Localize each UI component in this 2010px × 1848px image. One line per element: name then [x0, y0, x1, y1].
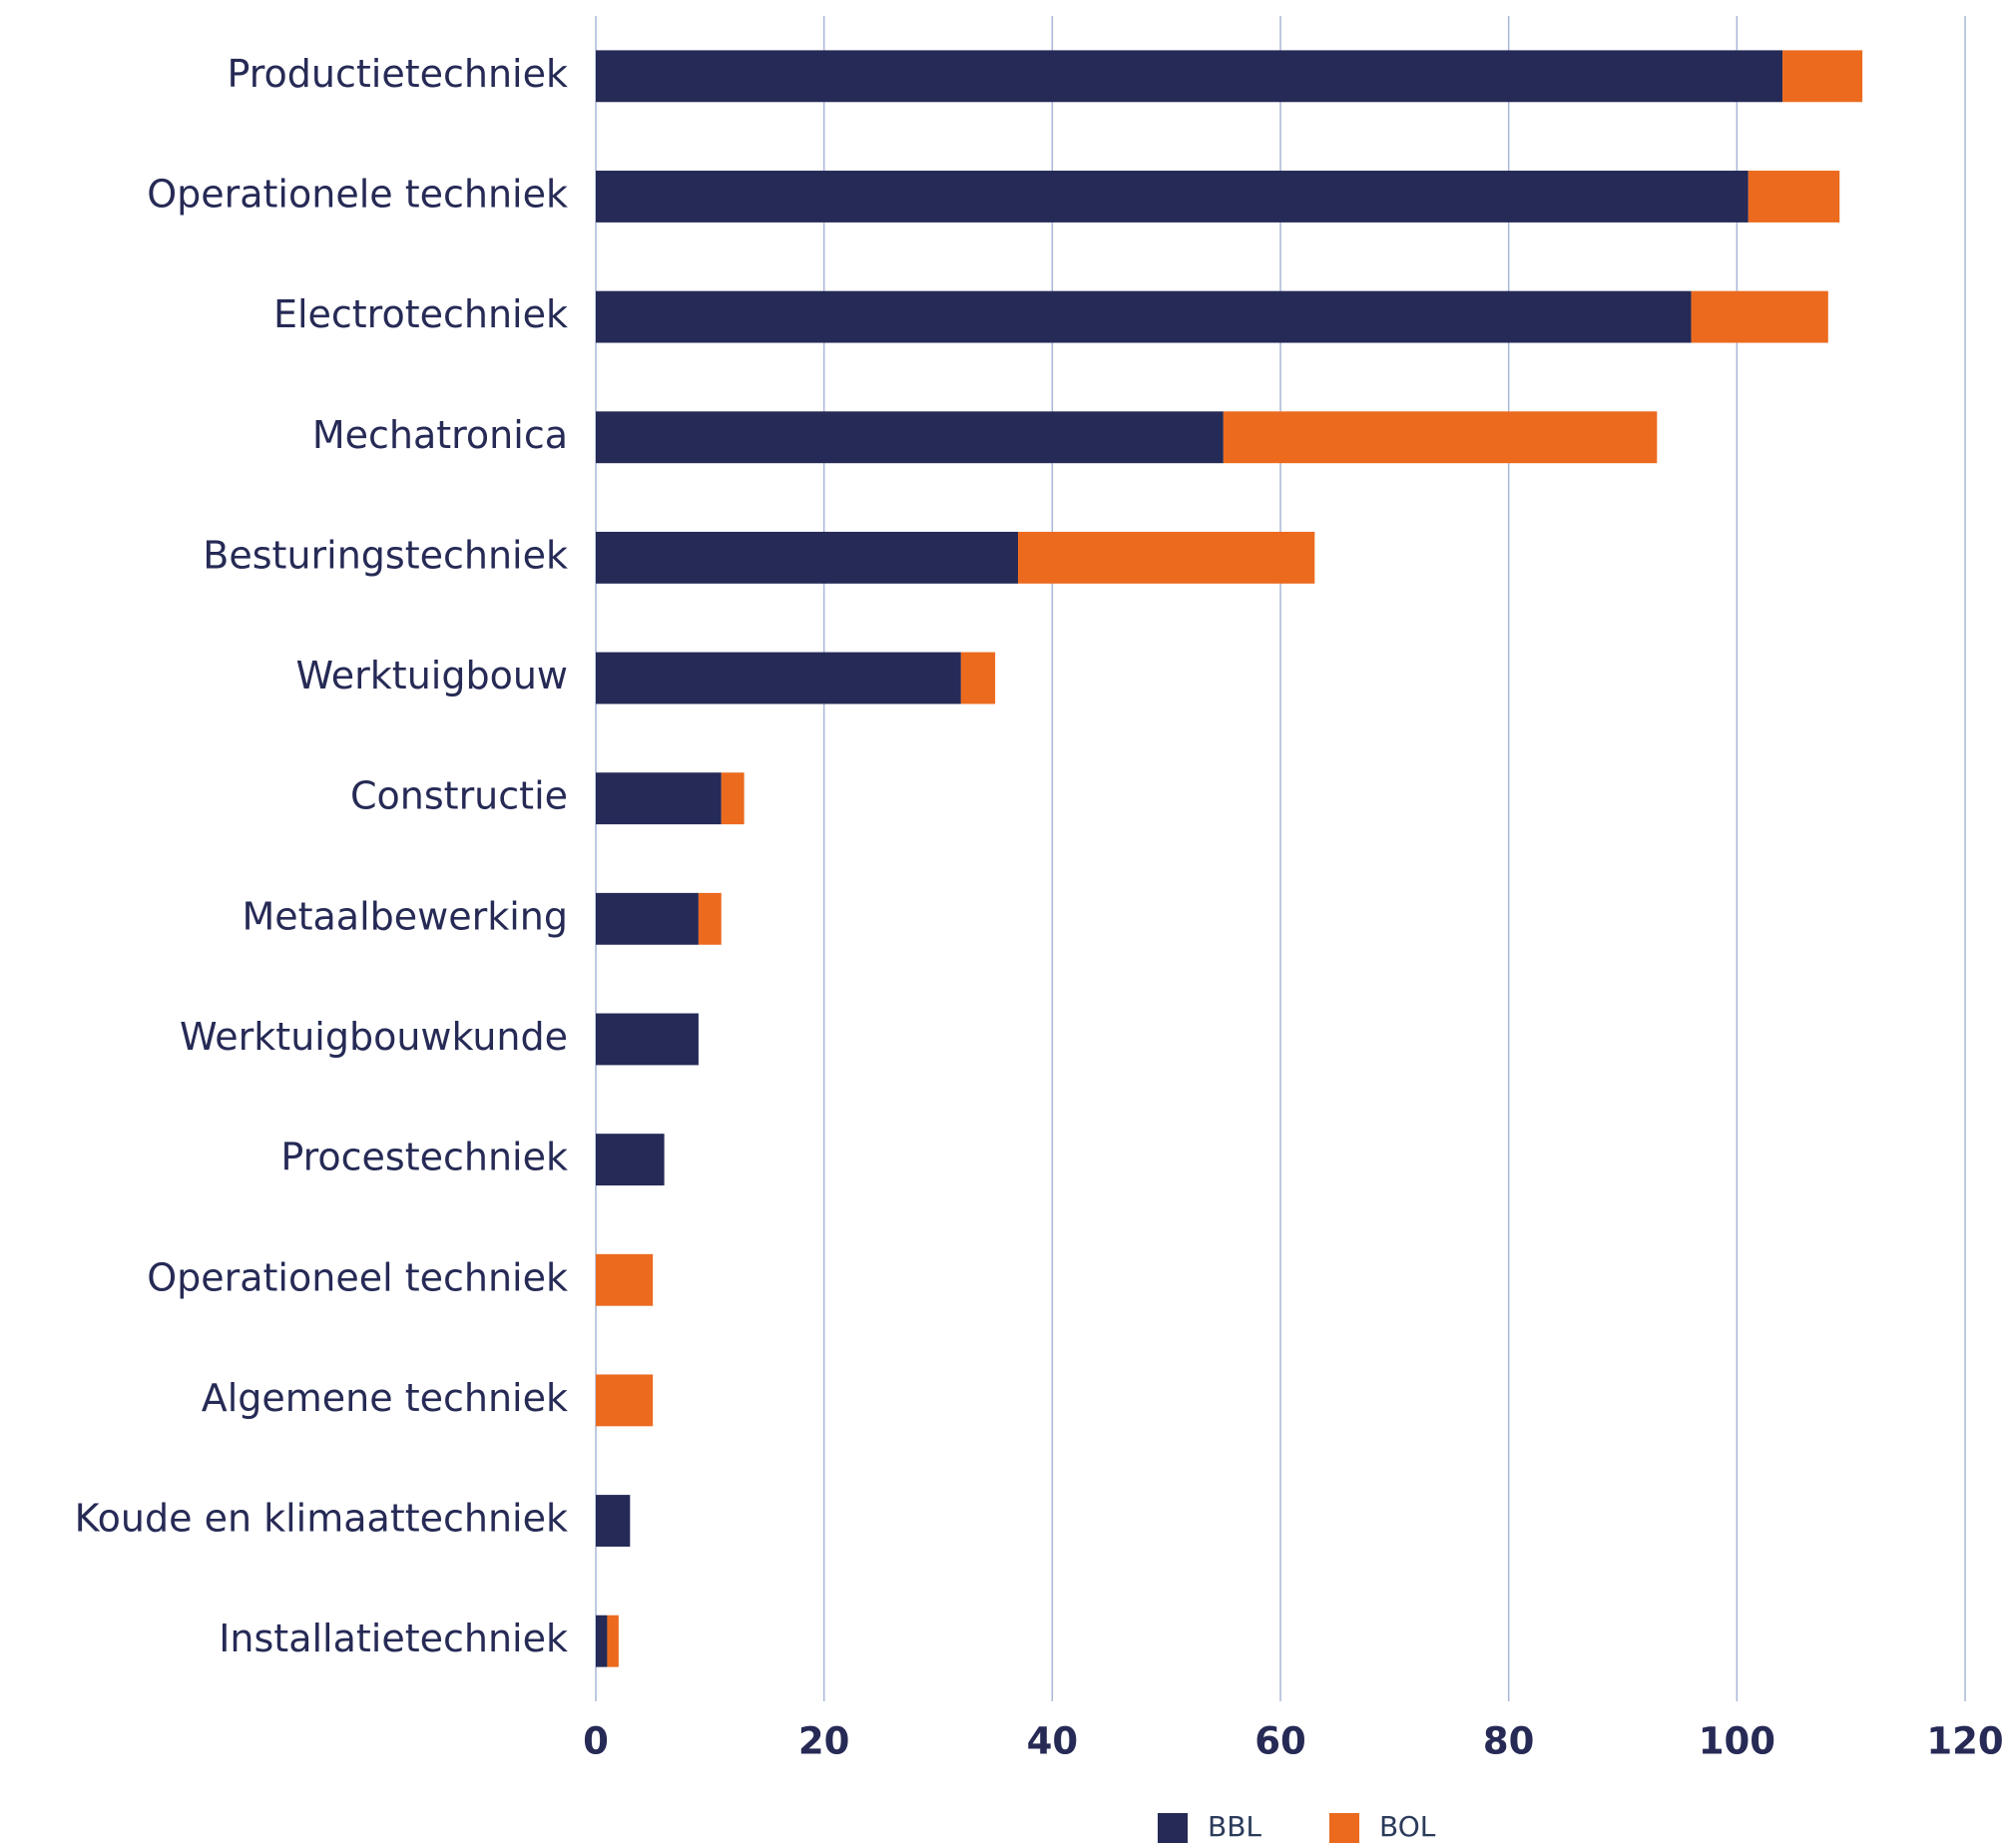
x-tick-label: 60 [1255, 1720, 1306, 1763]
y-tick-label: Mechatronica [312, 413, 568, 457]
legend-label: BOL [1379, 1810, 1436, 1843]
bar [596, 171, 1749, 223]
y-tick-label: Operationeel techniek [147, 1255, 568, 1299]
bar [607, 1615, 619, 1667]
x-tick-label: 120 [1926, 1720, 2003, 1763]
x-tick-label: 100 [1699, 1720, 1775, 1763]
bar [596, 1615, 608, 1667]
bar [960, 652, 996, 704]
y-tick-label: Algemene techniek [202, 1376, 568, 1420]
y-tick-label: Productietechniek [228, 52, 569, 96]
y-tick-label: Besturingstechniek [203, 533, 568, 577]
bar [596, 652, 961, 704]
x-tick-label: 0 [583, 1720, 609, 1763]
x-tick-label: 40 [1027, 1720, 1079, 1763]
bar [1018, 531, 1315, 584]
bar [596, 1495, 631, 1547]
bar [596, 892, 699, 945]
y-tick-label: Procestechniek [280, 1136, 568, 1179]
bar [596, 290, 1692, 343]
bar [596, 531, 1019, 584]
bar [596, 411, 1224, 464]
legend-label: BBL [1208, 1810, 1261, 1843]
legend-swatch [1158, 1813, 1188, 1843]
bar [596, 1134, 665, 1186]
x-tick-label: 20 [798, 1720, 850, 1763]
bar [1691, 290, 1828, 343]
y-tick-label: Koude en klimaattechniek [75, 1497, 568, 1541]
bar [596, 1253, 654, 1306]
bar [1223, 411, 1658, 464]
bar [698, 892, 722, 945]
bar [596, 50, 1783, 103]
y-tick-label: Constructie [350, 774, 568, 818]
legend-swatch [1329, 1813, 1359, 1843]
y-tick-label: Metaalbewerking [242, 894, 568, 938]
bar [721, 772, 745, 825]
bar [596, 772, 722, 825]
bar [1748, 171, 1840, 223]
y-tick-label: Operationele techniek [147, 172, 568, 216]
y-tick-label: Electrotechniek [273, 292, 568, 336]
bar [596, 1374, 654, 1427]
x-tick-label: 80 [1483, 1720, 1535, 1763]
bar [596, 1013, 699, 1066]
y-tick-label: Installatietechniek [219, 1617, 568, 1660]
bar [1782, 50, 1863, 103]
y-tick-label: Werktuigbouw [295, 654, 568, 697]
y-tick-label: Werktuigbouwkunde [180, 1015, 568, 1059]
